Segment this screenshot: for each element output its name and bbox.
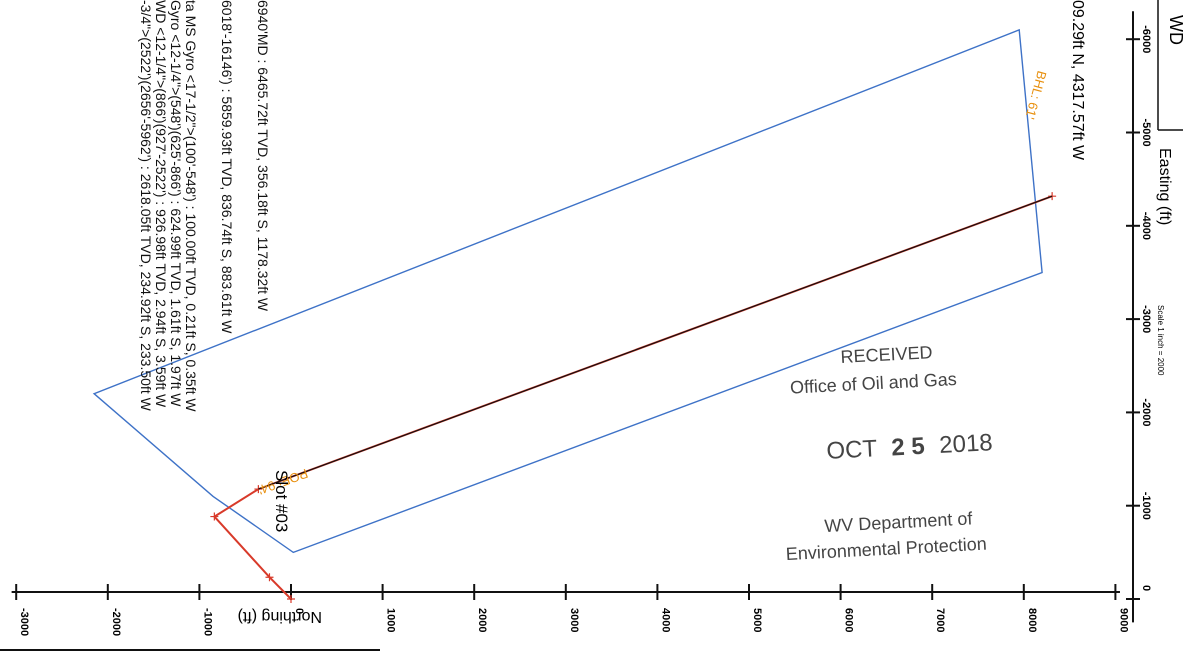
planned-well-path	[258, 195, 1053, 490]
bhl-annotation: BHL: 61'	[1022, 69, 1049, 121]
survey-note: 6018'-16146') : 5859.93ft TVD, 836.74ft …	[219, 0, 235, 334]
northing-tick-label: 9000	[1117, 608, 1129, 632]
well-path-layer	[210, 192, 1057, 603]
easting-tick-label: -1000	[1140, 492, 1152, 520]
top-target-text: 09.29ft N, 4317.57ft W	[1069, 0, 1086, 161]
northing-tick-label: -3000	[18, 608, 30, 636]
survey-note: ta MS Gyro <17-1/2">(100'-548') : 100.00…	[183, 0, 199, 412]
stamp-dept2: Environmental Protection	[785, 534, 987, 564]
svg-text:OCT 2 5 2018: OCT 2 5 2018	[826, 429, 994, 465]
stamp-year: 2018	[939, 429, 994, 459]
easting-scale-note: Scale 1 inch = 2000	[1156, 305, 1165, 376]
northing-tick-label: -1000	[201, 608, 213, 636]
northing-tick-label: 6000	[843, 608, 855, 632]
northing-axis-title: Northing (ft)	[238, 608, 322, 625]
stamp-received: RECEIVED	[840, 342, 933, 367]
stamp-day: 2 5	[891, 433, 926, 462]
stamp-dept1: WV Department of	[824, 508, 974, 536]
easting-tick-label: -5000	[1140, 119, 1152, 147]
easting-tick-label: -4000	[1140, 212, 1152, 240]
northing-tick-label: 8000	[1026, 608, 1038, 632]
stamp-office: Office of Oil and Gas	[790, 369, 958, 398]
northing-tick-label: 1000	[385, 608, 397, 632]
northing-tick-label: 0	[293, 608, 305, 614]
easting-tick-label: -2000	[1140, 398, 1152, 426]
survey-note: WD <12-1/4">(866')(927'-2522') : 926.98f…	[153, 0, 169, 408]
northing-tick-label: 7000	[934, 608, 946, 632]
easting-tick-label: 0	[1140, 585, 1152, 591]
easting-axis-title: Easting (ft)	[1156, 148, 1173, 225]
easting-tick-label: -6000	[1140, 25, 1152, 53]
northing-tick-label: -2000	[110, 608, 122, 636]
survey-point-marker	[265, 573, 274, 582]
northing-axis: -3000 -2000 -1000 0 1000 2000 3000 4000 5000 6000…	[11, 584, 1129, 636]
survey-point-marker	[287, 595, 295, 603]
northing-tick-label: 3000	[568, 608, 580, 632]
header-title-fragment: WD	[1166, 15, 1183, 45]
northing-tick-label: 4000	[659, 608, 671, 632]
survey-notes: 6940'MD : 6465.72ft TVD, 356.18ft S, 117…	[138, 0, 271, 412]
header-box: WD	[1157, 0, 1183, 131]
survey-note: -3/4">(2522')(2656'-5962') : 2618.05ft T…	[138, 0, 154, 412]
northing-tick-label: 5000	[751, 608, 763, 632]
survey-point-marker	[254, 485, 263, 494]
northing-tick-label: 2000	[476, 608, 488, 632]
easting-tick-label: -3000	[1140, 305, 1152, 333]
easting-axis: -6000 -5000 -4000 -3000 -2000 -1000 0	[1126, 11, 1152, 623]
slot-annotation: Slot #03	[272, 470, 291, 532]
survey-point-marker	[210, 512, 219, 521]
lease-boundary	[92, 28, 1043, 554]
stamp-month: OCT	[826, 435, 878, 465]
survey-point-marker	[1048, 192, 1057, 201]
survey-note: 6940'MD : 6465.72ft TVD, 356.18ft S, 117…	[255, 0, 271, 312]
lease-boundary-layer	[92, 28, 1043, 554]
survey-note: Gyro <12-1/4">(548')(625'-866') : 624.99…	[168, 0, 184, 407]
received-stamp: RECEIVED Office of Oil and Gas OCT 2 5 2…	[785, 342, 994, 564]
